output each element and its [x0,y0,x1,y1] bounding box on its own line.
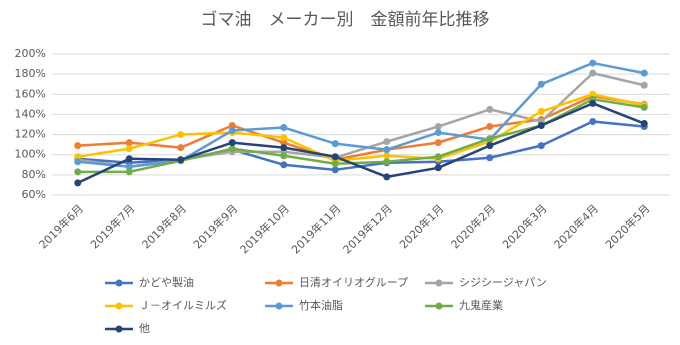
point [537,107,545,115]
y-tick-label: 60% [22,188,46,201]
x-tick-label: 2020年2月 [448,201,498,251]
point [486,105,494,113]
point [589,69,597,77]
x-tick-label: 2020年5月 [602,201,652,251]
x-tick-label: 2019年10月 [237,201,292,256]
point [383,173,391,181]
chart-title: ゴマ油 メーカー別 金額前年比推移 [201,9,490,30]
point [537,142,545,150]
point [331,140,339,148]
point [434,123,442,131]
series-line [77,102,645,185]
point [280,144,288,152]
legend-marker [435,302,443,310]
point [177,156,185,164]
point [434,139,442,147]
point [589,59,597,67]
point [383,158,391,166]
x-tick-label: 2020年3月 [499,201,549,251]
legend-marker [115,325,123,333]
legend-label: 日清オイリオグループ [299,275,408,289]
point [125,139,133,147]
point [486,142,494,150]
y-tick-label: 180% [15,67,46,80]
point [589,99,597,107]
y-tick-label: 80% [22,168,46,181]
y-tick-label: 200% [15,47,46,60]
x-tick-label: 2020年4月 [551,201,601,251]
point [280,134,288,142]
point [383,146,391,154]
point [383,138,391,146]
x-tick-label: 2019年11月 [288,201,343,256]
point [486,154,494,162]
point [125,155,133,163]
legend-marker [275,302,283,310]
point [74,168,82,176]
legend-label: 九鬼産業 [459,298,503,312]
legend-label: かどや製油 [139,275,194,289]
legend-marker [115,302,123,310]
point [383,152,391,160]
series-line [77,95,645,161]
point [434,129,442,137]
point [486,123,494,131]
point [177,144,185,152]
series-line [77,93,645,163]
point [434,153,442,161]
y-tick-label: 120% [15,128,46,141]
point [331,153,339,161]
point [331,166,339,174]
point [537,80,545,88]
legend-label: シジシージャパン [459,276,547,289]
point [228,139,236,147]
point [640,119,648,127]
point [280,124,288,132]
point [228,127,236,135]
point [74,158,82,166]
point [125,163,133,171]
point [640,81,648,89]
y-tick-label: 100% [15,148,46,161]
x-tick-label: 2020年1月 [396,201,446,251]
point [640,103,648,111]
point [280,152,288,160]
point [589,90,597,98]
point [589,117,597,125]
point [74,142,82,150]
legend-marker [115,279,123,287]
series-line [77,61,645,169]
legend-label: Ｊ－オイルミルズ [139,298,227,312]
y-tick-label: 140% [15,107,46,120]
point [537,122,545,130]
point [177,131,185,139]
point [486,135,494,143]
point [280,161,288,169]
point [280,139,288,147]
x-tick-label: 2019年6月 [36,201,86,251]
point [125,168,133,176]
legend-marker [435,279,443,287]
x-tick-label: 2019年7月 [87,201,137,251]
x-tick-label: 2019年8月 [139,201,189,251]
point [74,153,82,161]
point [434,164,442,172]
point [228,145,236,153]
legend-label: 他 [139,322,150,335]
legend-label: 竹本油脂 [299,298,343,312]
point [74,179,82,187]
series-line [77,71,645,169]
x-tick-label: 2019年12月 [340,201,395,256]
x-tick-label: 2019年9月 [190,201,240,251]
point [125,145,133,153]
legend-marker [275,279,283,287]
y-tick-label: 160% [15,87,46,100]
point [228,122,236,130]
point [331,160,339,168]
point [640,69,648,77]
